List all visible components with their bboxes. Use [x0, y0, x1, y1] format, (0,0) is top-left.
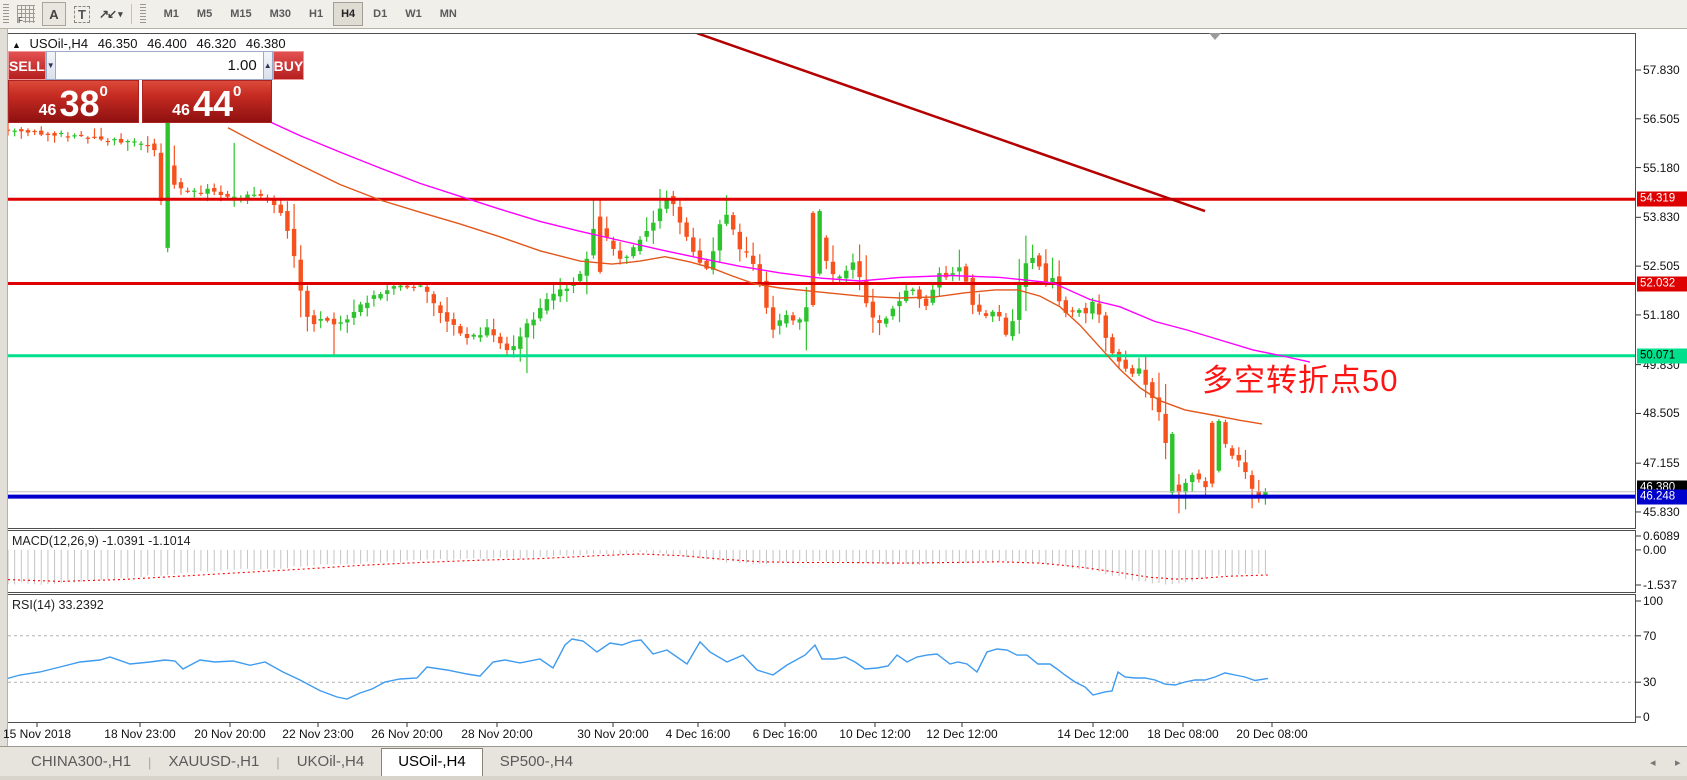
- chart-text-annotation: 多空转折点50: [1202, 363, 1399, 398]
- buy-price-handle: 46: [172, 102, 190, 119]
- close-value: 46.380: [245, 36, 286, 51]
- timeframe-d1[interactable]: D1: [373, 8, 388, 20]
- toolbar-drag-handle[interactable]: [3, 4, 9, 24]
- rsi-indicator-label: RSI(14) 33.2392: [12, 598, 104, 612]
- volume-decrease-button[interactable]: ▼: [45, 51, 56, 80]
- x-axis-label: 18 Nov 23:00: [104, 727, 176, 741]
- chart-tab-bar: CHINA300-,H1 | XAUUSD-,H1 | UKOil-,H4 USOil-,…: [0, 746, 1687, 777]
- y-axis-tick: 55.180: [1643, 160, 1680, 175]
- macd-indicator-label: MACD(12,26,9) -1.0391 -1.1014: [12, 534, 191, 548]
- tab-xauusdh1[interactable]: XAUUSD-,H1: [168, 753, 260, 770]
- tab-separator: |: [148, 755, 152, 770]
- sell-price[interactable]: 46 38 0: [8, 80, 139, 123]
- timeframe-m15[interactable]: M15: [230, 8, 252, 20]
- chart-ohlc-header: ▲ USOil-,H4 46.350 46.400 46.320 46.380: [12, 36, 292, 51]
- rsi-axis-tick: 30: [1643, 675, 1657, 690]
- tab-scroll-left[interactable]: ◂: [1650, 757, 1656, 769]
- x-axis-label: 15 Nov 2018: [2, 727, 72, 741]
- toolbar-separator: [130, 4, 132, 24]
- sell-button[interactable]: SELL: [8, 51, 46, 80]
- x-axis-label: 22 Nov 23:00: [282, 727, 354, 741]
- macd-axis-tick: 0.6089: [1643, 529, 1680, 543]
- timeframe-h4[interactable]: H4: [333, 2, 364, 26]
- y-axis-tick: 51.180: [1643, 307, 1680, 322]
- timeframe-h1[interactable]: H1: [309, 8, 324, 20]
- y-axis-tick: 45.830: [1643, 504, 1680, 519]
- low-value: 46.320: [196, 36, 237, 51]
- window-bottom-edge: [0, 776, 1687, 780]
- symbol-name: USOil-,H4: [29, 36, 89, 51]
- rsi-axis-tick: 100: [1643, 594, 1664, 608]
- x-axis-label: 20 Nov 20:00: [194, 727, 266, 741]
- tab-sp500h4[interactable]: SP500-,H4: [499, 753, 574, 770]
- text-label-tool[interactable]: A: [42, 2, 66, 26]
- volume-input[interactable]: [55, 51, 263, 80]
- x-axis-label: 10 Dec 12:00: [839, 727, 911, 741]
- open-value: 46.350: [97, 36, 138, 51]
- x-axis-label: 6 Dec 16:00: [752, 727, 818, 741]
- timeframe-m30[interactable]: M30: [269, 8, 292, 20]
- macd-axis-tick: -1.537: [1643, 577, 1678, 592]
- x-axis-label: 30 Nov 20:00: [577, 727, 649, 741]
- timeframe-m5[interactable]: M5: [196, 8, 213, 20]
- timeframe-mn[interactable]: MN: [439, 8, 457, 20]
- tab-ukoilh4[interactable]: UKOil-,H4: [296, 753, 365, 770]
- buy-price[interactable]: 46 44 0: [141, 80, 272, 125]
- volume-increase-button[interactable]: ▲: [262, 51, 273, 80]
- timeframe-m1[interactable]: M1: [163, 8, 179, 20]
- y-axis-tick: 56.505: [1643, 111, 1680, 126]
- y-axis-tick: 52.505: [1643, 259, 1680, 274]
- sell-price-main: 38: [59, 83, 100, 125]
- x-axis-label: 14 Dec 12:00: [1057, 727, 1129, 741]
- rsi-axis-tick: 70: [1643, 628, 1657, 643]
- y-axis-tick: 48.505: [1643, 406, 1680, 421]
- tab-separator: |: [276, 755, 280, 770]
- chevron-down-icon: ▾: [118, 8, 123, 19]
- level-price-box: 52.032: [1637, 276, 1687, 292]
- x-axis-label: 28 Nov 20:00: [461, 727, 533, 741]
- y-axis-tick: 53.830: [1643, 210, 1680, 225]
- level-price-box: 54.319: [1637, 191, 1687, 207]
- buy-button[interactable]: BUY: [272, 51, 305, 80]
- x-axis-label: 20 Dec 08:00: [1236, 727, 1308, 741]
- symbol-collapse-icon[interactable]: ▲: [12, 40, 21, 50]
- x-axis-label: 18 Dec 08:00: [1147, 727, 1219, 741]
- arrows-tool[interactable]: ↗↙ ▾: [98, 2, 124, 26]
- tab-usoilh4[interactable]: USOil-,H4: [381, 748, 483, 777]
- tab-scroll-right[interactable]: ▸: [1675, 757, 1681, 769]
- sell-price-point: 0: [99, 83, 108, 100]
- x-axis-label: 4 Dec 16:00: [665, 727, 731, 741]
- timeframe-w1[interactable]: W1: [405, 8, 422, 20]
- toolbar-drag-handle[interactable]: [139, 4, 146, 24]
- macd-axis-tick: 0.00: [1643, 542, 1667, 557]
- tab-china300h1[interactable]: CHINA300-,H1: [31, 753, 132, 770]
- buy-price-point: 0: [233, 83, 242, 100]
- x-axis-label: 12 Dec 12:00: [926, 727, 998, 741]
- text-tool[interactable]: T: [70, 2, 94, 26]
- y-axis-tick: 57.830: [1643, 63, 1680, 77]
- y-axis-tick: 47.155: [1643, 456, 1680, 471]
- crosshair-grid-icon[interactable]: F: [14, 2, 38, 26]
- level-price-box: 46.248: [1637, 489, 1687, 505]
- high-value: 46.400: [147, 36, 187, 51]
- level-price-box: 50.071: [1637, 348, 1687, 364]
- buy-price-main: 44: [192, 83, 233, 125]
- sell-price-handle: 46: [38, 102, 57, 119]
- one-click-trade-panel: SELL ▼ ▲ BUY 46 38 0 46 44 0: [8, 51, 305, 125]
- arrows-icon: ↗↙: [99, 7, 117, 21]
- x-axis-label: 26 Nov 20:00: [371, 727, 443, 741]
- chart-shift-marker[interactable]: [1209, 33, 1221, 40]
- left-gutter: [0, 28, 8, 776]
- top-toolbar: F A T ↗↙ ▾ M1 M5 M15 M30 H1 H4 D1 W1 MN: [0, 0, 1687, 29]
- rsi-axis-tick: 0: [1643, 710, 1650, 724]
- timeframe-group: M1 M5 M15 M30 H1 H4 D1 W1 MN: [155, 2, 466, 26]
